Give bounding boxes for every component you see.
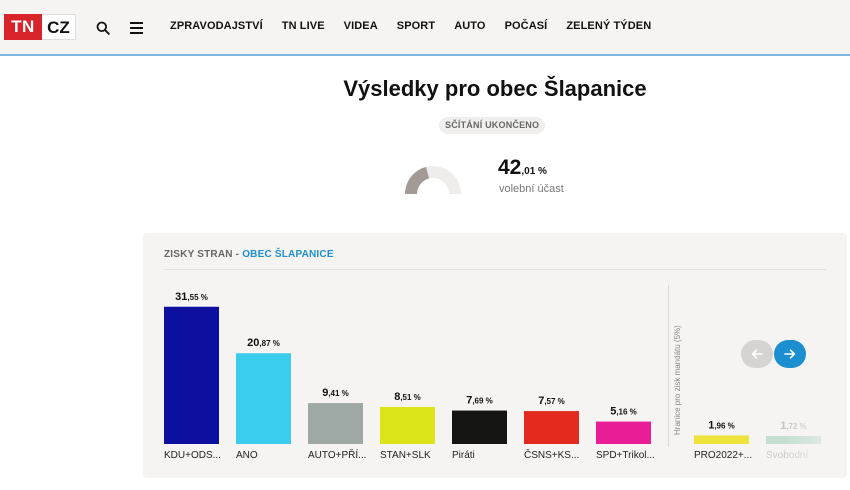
party-name-label: ČSNS+KS... <box>524 448 579 461</box>
party-bar-group: 5,16 % SPD+Trikol... <box>596 406 655 461</box>
turnout-value: 42,01 % <box>498 156 547 180</box>
party-bar-group: 1,72 % Svobodní <box>766 420 821 461</box>
party-bar-group: 20,87 % ANO <box>236 337 291 461</box>
arrow-right-icon <box>784 349 796 359</box>
party-value-label: 20,87 % <box>247 337 280 349</box>
nav-tn-live[interactable]: TN LIVE <box>281 20 325 32</box>
panel-heading-prefix: ZISKY STRAN - <box>164 249 243 260</box>
party-name-label: SPD+Trikol... <box>596 450 655 461</box>
panel-divider <box>164 269 826 270</box>
threshold-divider-line <box>668 285 669 447</box>
party-value-label: 9,41 % <box>322 387 349 399</box>
panel-heading-municipality: OBEC ŠLAPANICE <box>242 249 334 260</box>
party-bar-group: 8,51 % STAN+SLK <box>380 391 435 461</box>
party-bar <box>308 403 363 444</box>
turnout-label: volební účast <box>499 183 564 195</box>
page-title: Výsledky pro obec Šlapanice <box>343 76 647 101</box>
party-value-label: 7,69 % <box>466 395 493 407</box>
turnout-value-integer: 42 <box>498 156 522 179</box>
party-name-label: Svobodní <box>766 450 808 461</box>
nav-auto[interactable]: AUTO <box>454 20 486 32</box>
party-value-label: 1,72 % <box>780 420 807 432</box>
party-results-panel: ZISKY STRAN - OBEC ŠLAPANICE Hranice pro… <box>143 233 847 478</box>
search-icon[interactable] <box>93 18 113 38</box>
scroll-prev-button[interactable] <box>741 340 773 368</box>
party-bar <box>452 410 507 444</box>
nav-videa[interactable]: VIDEA <box>343 20 378 32</box>
party-name-label: Piráti <box>452 450 475 461</box>
party-name-label: ANO <box>236 450 258 461</box>
party-value-label: 5,16 % <box>610 406 637 418</box>
party-bar-group: 7,69 % Piráti <box>452 395 507 461</box>
party-value-label: 31,55 % <box>175 291 208 303</box>
main-nav: ZPRAVODAJSTVÍ TN LIVE VIDEA SPORT AUTO P… <box>170 20 651 32</box>
party-name-label: PRO2022+... <box>694 450 752 461</box>
party-bar <box>694 435 749 444</box>
turnout-gauge <box>405 166 461 194</box>
party-bar <box>596 421 651 444</box>
party-bar-group: 7,57 % ČSNS+KS... <box>524 395 579 461</box>
logo-cz: CZ <box>42 14 76 40</box>
party-bar <box>766 436 821 444</box>
party-bar <box>524 411 579 444</box>
party-bar-group: 1,96 % PRO2022+... <box>694 419 752 461</box>
party-name-label: STAN+SLK <box>380 450 431 461</box>
party-value-label: 8,51 % <box>394 391 421 403</box>
party-bar <box>164 306 219 444</box>
top-navigation-bar: TN CZ ZPRAVODAJSTVÍ TN LIVE VIDEA SPORT … <box>0 0 850 56</box>
party-value-label: 7,57 % <box>538 395 565 407</box>
party-name-label: AUTO+PŘÍ... <box>308 448 366 461</box>
turnout-value-decimal: ,01 % <box>521 166 547 177</box>
party-bar-group: 9,41 % AUTO+PŘÍ... <box>308 387 366 461</box>
status-badge: SČÍTÁNÍ UKONČENO <box>439 117 546 134</box>
nav-zeleny-tyden[interactable]: ZELENÝ TÝDEN <box>566 20 652 32</box>
nav-sport[interactable]: SPORT <box>396 20 436 32</box>
party-value-label: 1,96 % <box>708 419 735 431</box>
party-bar <box>380 406 435 444</box>
logo-tn: TN <box>4 14 42 40</box>
scroll-next-button[interactable] <box>774 340 806 368</box>
nav-pocasi[interactable]: POČASÍ <box>504 20 548 32</box>
party-bar <box>236 353 291 444</box>
turnout-gauge-fill <box>405 166 430 194</box>
arrow-left-icon <box>751 349 763 359</box>
party-name-label: KDU+ODS... <box>164 450 221 461</box>
hamburger-menu-icon[interactable] <box>127 18 147 38</box>
panel-heading: ZISKY STRAN - OBEC ŠLAPANICE <box>164 249 334 260</box>
party-bar-group: 31,55 % KDU+ODS... <box>164 291 221 461</box>
nav-zpravodajstvi[interactable]: ZPRAVODAJSTVÍ <box>170 20 263 32</box>
tn-cz-logo[interactable]: TN CZ <box>4 14 76 40</box>
